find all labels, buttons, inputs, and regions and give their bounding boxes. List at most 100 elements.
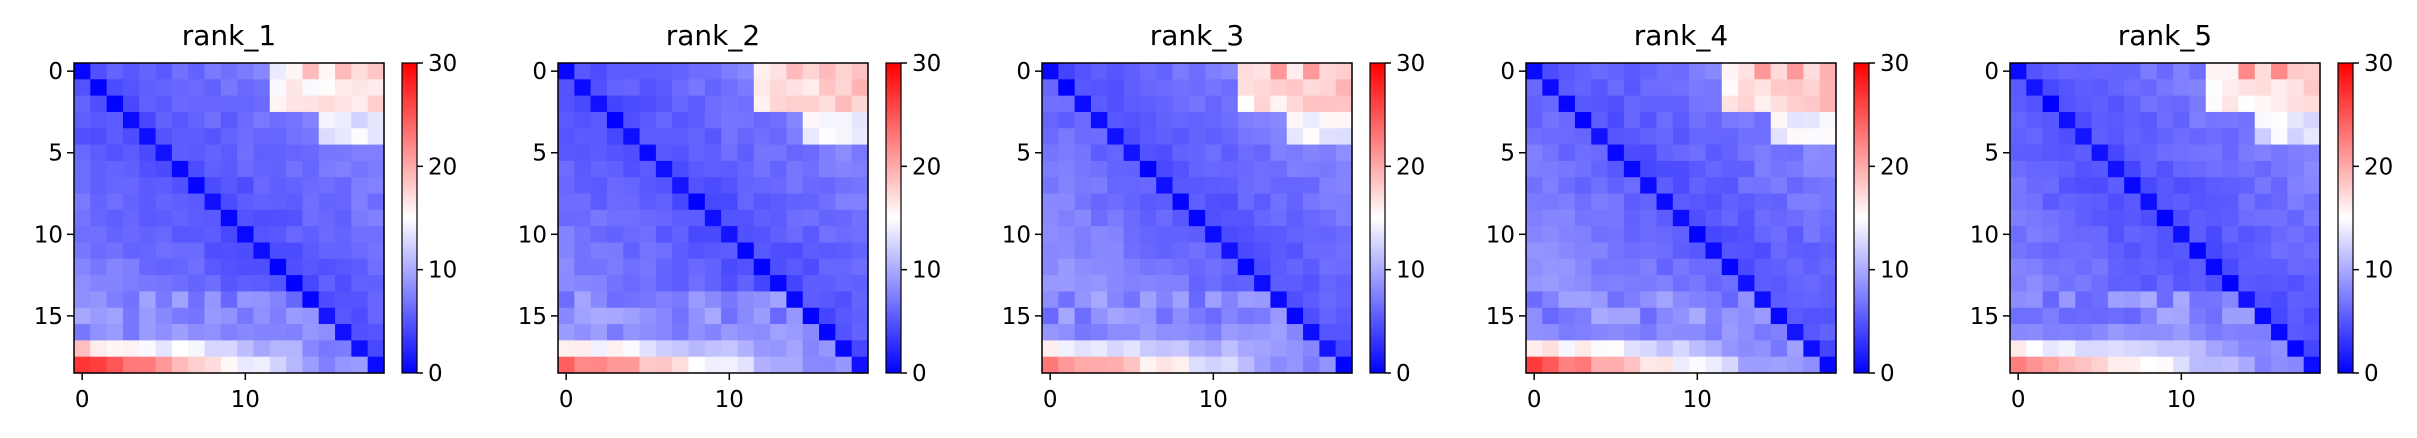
heatmap-cell xyxy=(122,275,140,293)
heatmap-cell xyxy=(1221,324,1239,341)
heatmap-cell xyxy=(253,258,271,276)
heatmap-cell xyxy=(2107,307,2125,325)
heatmap-cell xyxy=(672,275,690,293)
heatmap-cell xyxy=(1107,209,1125,227)
heatmap-cell xyxy=(1574,63,1592,80)
heatmap-cell xyxy=(770,356,788,374)
heatmap-cell xyxy=(1335,307,1353,325)
heatmap-cell xyxy=(74,242,91,260)
heatmap-cell xyxy=(1574,258,1592,276)
heatmap-cell xyxy=(90,95,108,113)
heatmap-cell xyxy=(335,226,352,244)
heatmap-cell xyxy=(753,340,771,358)
heatmap-cell xyxy=(1689,144,1707,162)
heatmap-cell xyxy=(1172,177,1190,195)
colorbar-tick-label: 20 xyxy=(912,154,941,180)
heatmap-cell xyxy=(1656,128,1674,146)
heatmap-cell xyxy=(139,258,157,276)
heatmap-cell xyxy=(1574,95,1592,113)
heatmap-cell xyxy=(1754,242,1772,260)
heatmap-cell xyxy=(2010,340,2027,358)
heatmap-cell xyxy=(737,63,755,80)
heatmap-cell xyxy=(819,144,836,162)
heatmap-cell xyxy=(1607,275,1625,293)
heatmap-cell xyxy=(90,209,108,227)
heatmap-cell xyxy=(2010,226,2027,244)
heatmap-cell xyxy=(802,95,820,113)
heatmap-cell xyxy=(753,79,771,97)
heatmap-cell xyxy=(1270,242,1288,260)
heatmap-cell xyxy=(1156,209,1174,227)
heatmap-cell xyxy=(606,275,624,293)
heatmap-cell xyxy=(1558,340,1576,358)
heatmap-cell xyxy=(2254,291,2272,309)
heatmap-cell xyxy=(1640,258,1658,276)
heatmap-cell xyxy=(2042,144,2060,162)
heatmap-cell xyxy=(1058,226,1076,244)
heatmap-cell xyxy=(318,111,336,129)
heatmap-cell xyxy=(1042,275,1059,293)
heatmap-cell xyxy=(1286,144,1304,162)
heatmap-cell xyxy=(672,242,690,260)
heatmap-cell xyxy=(1803,160,1821,178)
heatmap-cell xyxy=(558,258,575,276)
heatmap-cell xyxy=(1623,307,1641,325)
heatmap-cell xyxy=(639,63,657,80)
heatmap-cell xyxy=(253,63,271,80)
heatmap-cell xyxy=(1303,63,1320,80)
heatmap-cell xyxy=(1042,209,1059,227)
heatmap-cell xyxy=(1335,340,1353,358)
heatmap-cell xyxy=(1188,160,1206,178)
heatmap-cell xyxy=(237,340,255,358)
heatmap-cell xyxy=(655,209,673,227)
heatmap-cell xyxy=(802,193,820,211)
heatmap-cell xyxy=(688,209,706,227)
heatmap-cell xyxy=(2254,111,2272,129)
heatmap-cell xyxy=(1770,258,1788,276)
heatmap-cell xyxy=(851,242,869,260)
heatmap-cell xyxy=(367,79,385,97)
heatmap-cell xyxy=(1526,128,1543,146)
heatmap-cell xyxy=(835,144,853,162)
heatmap-cell xyxy=(1074,79,1092,97)
heatmap-cell xyxy=(1090,291,1108,309)
heatmap-cell xyxy=(1303,193,1320,211)
heatmap-cell xyxy=(851,95,869,113)
heatmap-cell xyxy=(2222,95,2240,113)
heatmap-cell xyxy=(672,340,690,358)
heatmap-cell xyxy=(770,226,788,244)
heatmap-cell xyxy=(1286,111,1304,129)
heatmap-cell xyxy=(2010,111,2027,129)
heatmap-cell xyxy=(1640,160,1658,178)
heatmap-cell xyxy=(1819,307,1837,325)
heatmap-cell xyxy=(672,307,690,325)
heatmap-cell xyxy=(220,160,238,178)
heatmap-cell xyxy=(1656,160,1674,178)
heatmap-cell xyxy=(139,193,157,211)
heatmap-cell xyxy=(1042,128,1059,146)
heatmap-cell xyxy=(2042,160,2060,178)
heatmap-cell xyxy=(2189,128,2207,146)
heatmap-cell xyxy=(237,275,255,293)
heatmap-cell xyxy=(2075,242,2093,260)
heatmap-cell xyxy=(737,258,755,276)
heatmap-cell xyxy=(1640,128,1658,146)
heatmap-cell xyxy=(253,242,271,260)
heatmap-cell xyxy=(1526,144,1543,162)
heatmap-cell xyxy=(574,258,592,276)
heatmap-cell xyxy=(171,111,189,129)
heatmap-cell xyxy=(1221,226,1239,244)
heatmap-cell xyxy=(2107,63,2125,80)
heatmap-cell xyxy=(74,111,91,129)
heatmap-cell xyxy=(655,324,673,341)
heatmap-cell xyxy=(802,63,820,80)
heatmap-cell xyxy=(606,111,624,129)
heatmap-cell xyxy=(1172,291,1190,309)
heatmap-cell xyxy=(1574,356,1592,374)
heatmap-cell xyxy=(1286,242,1304,260)
y-tick-label: 10 xyxy=(518,222,547,248)
heatmap-cell xyxy=(786,340,804,358)
heatmap-cell xyxy=(269,275,287,293)
